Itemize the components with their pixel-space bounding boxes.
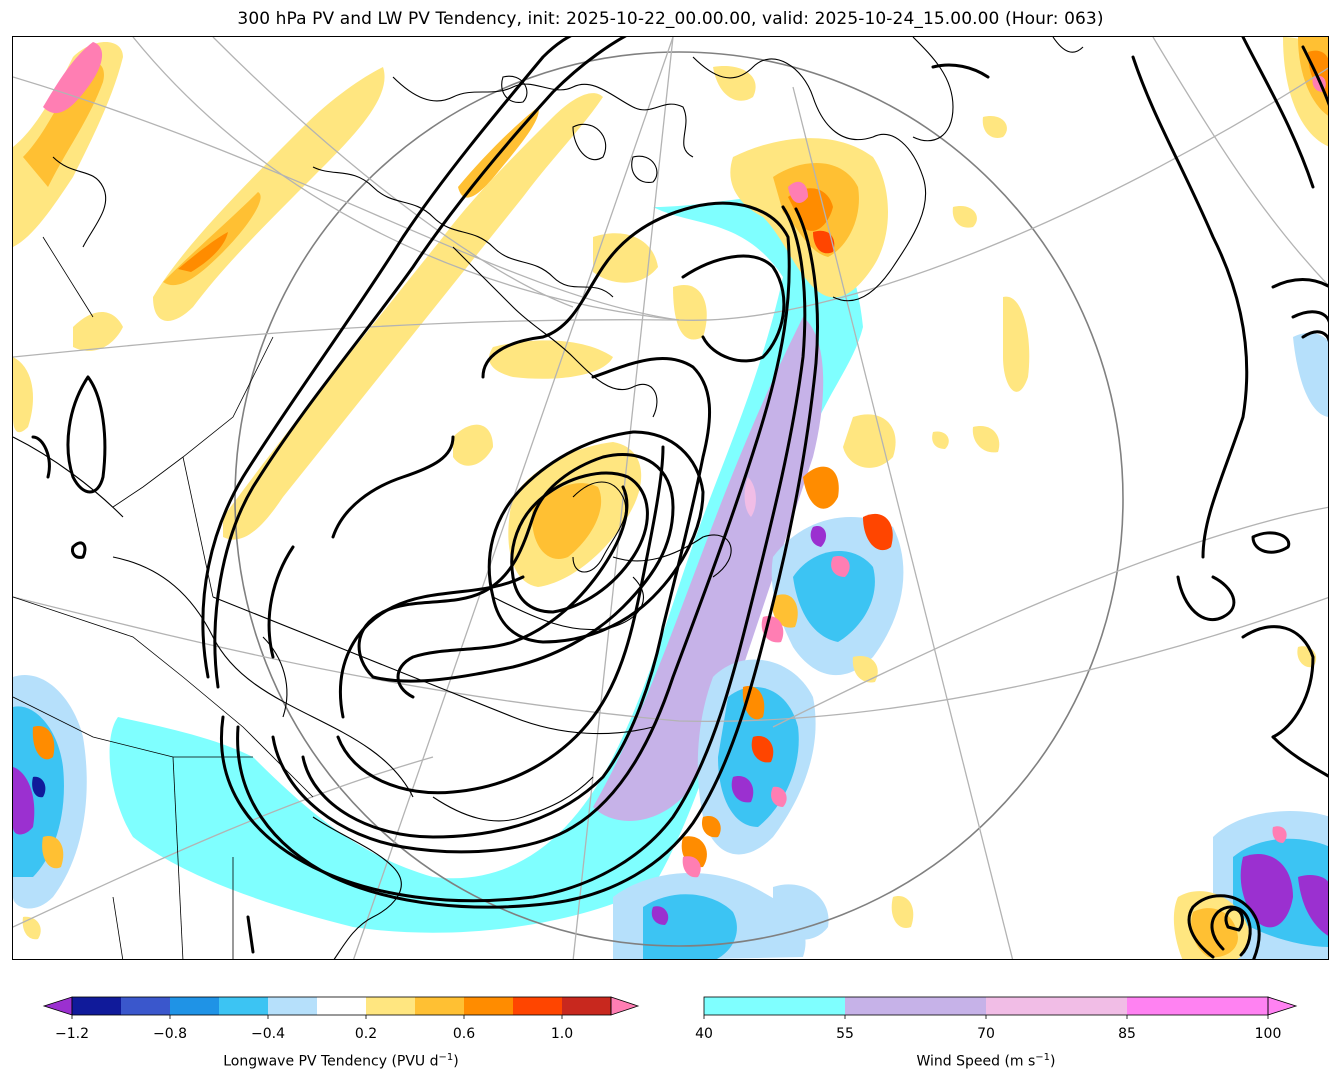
wind-tick: 40 [695, 1026, 713, 1042]
wind-speed-fill [109, 196, 863, 933]
map-svg [13, 37, 1328, 959]
pv-contours [31, 37, 1328, 959]
pv-colorbar: −1.2 −0.8 −0.4 0.2 0.6 1.0 Longwave PV T… [42, 996, 640, 1076]
pv-tick: −0.8 [153, 1026, 187, 1042]
pv-tick: 0.2 [354, 1026, 378, 1042]
pv-tick: −0.4 [251, 1026, 285, 1042]
pv-tick: 1.0 [550, 1026, 574, 1042]
wind-tick: 55 [836, 1026, 854, 1042]
coastlines [13, 37, 1084, 959]
wind-tick: 100 [1254, 1026, 1282, 1042]
wind-colorbar: 40 55 70 85 100 Wind Speed (m s−1) [695, 996, 1298, 1076]
pv-tick: 0.6 [452, 1026, 476, 1042]
map-panel [12, 36, 1329, 960]
wind-colorbar-svg [703, 996, 1298, 1019]
wind-tick: 85 [1118, 1026, 1136, 1042]
political-borders [13, 236, 314, 959]
pv-colorbar-label: Longwave PV Tendency (PVU d−1) [223, 1052, 459, 1070]
figure-title: 300 hPa PV and LW PV Tendency, init: 202… [237, 9, 1104, 29]
wind-tick: 70 [977, 1026, 995, 1042]
pv-colorbar-svg [42, 996, 640, 1019]
pv-tick: −1.2 [55, 1026, 89, 1042]
wind-colorbar-label: Wind Speed (m s−1) [916, 1052, 1056, 1070]
